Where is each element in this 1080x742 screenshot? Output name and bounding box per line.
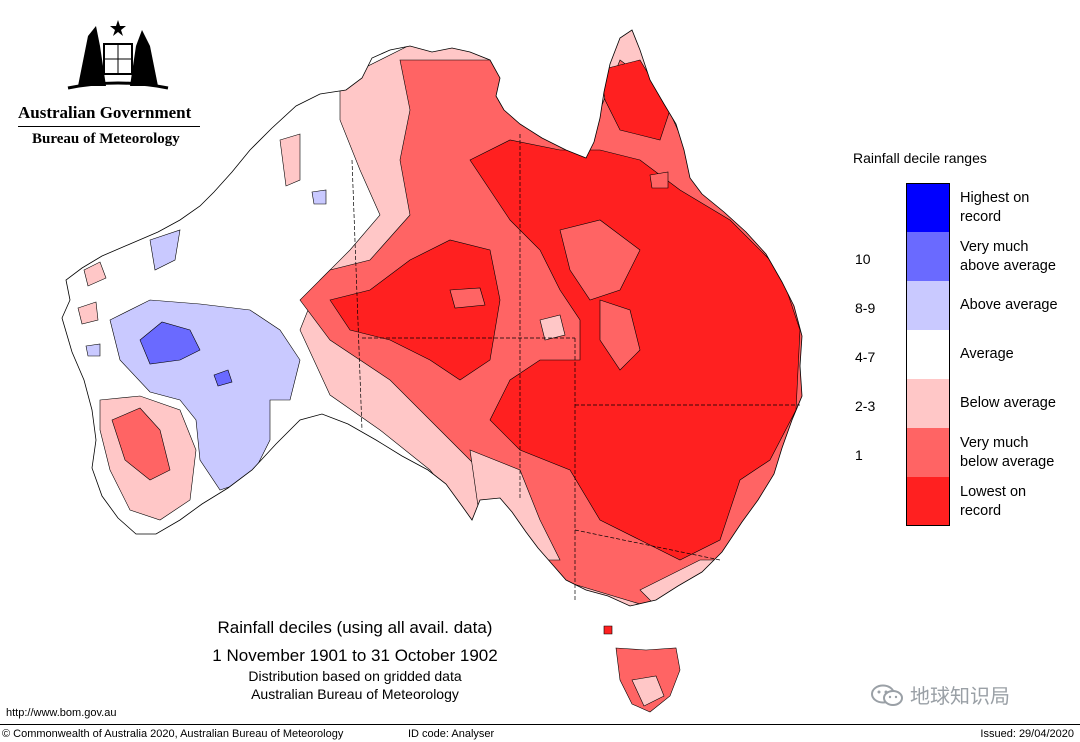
legend-label-line: Very much [960,434,1029,451]
legend-label-line: above average [960,257,1056,274]
legend-label: Above average [960,296,1080,315]
decile-label: 4-7 [855,349,876,365]
legend-swatch [906,477,950,526]
logo-divider [18,126,200,127]
legend-label: Highest on record [960,189,1080,227]
legend-swatch [906,428,950,477]
caption-source: Australian Bureau of Meteorology [251,686,459,702]
legend-label-line: Above average [960,297,1058,313]
website-url: http://www.bom.gov.au [6,707,117,719]
legend-item: Below average [906,379,1080,428]
legend-swatch [906,183,950,232]
legend-label-line: Very much [960,238,1029,255]
legend-swatch [906,379,950,428]
legend-label-line: record [960,502,1002,519]
legend-title: Rainfall decile ranges [853,150,987,166]
decile-label: 1 [855,447,863,463]
government-logo: Australian Government Bureau of Meteorol… [18,16,208,148]
legend-label-line: Lowest on [960,483,1027,500]
government-name: Australian Government [18,103,192,122]
caption-period: 1 November 1901 to 31 October 1902 [212,646,498,665]
legend-item: Above average [906,281,1080,330]
legend-label-line: record [960,208,1002,225]
wechat-icon [871,684,903,706]
legend-label: Very much below average [960,434,1080,472]
caption-method: Distribution based on gridded data [248,668,462,684]
decile-label: 8-9 [855,300,876,316]
legend-label: Lowest on record [960,483,1080,521]
legend: Highest on record Very much above average Ab… [906,183,1080,526]
legend-item: Average [906,330,1080,379]
watermark-text: 地球知识局 [910,686,1010,708]
coat-of-arms-icon [67,20,169,90]
legend-swatch [906,281,950,330]
legend-label: Very much above average [960,238,1080,276]
issued-date: Issued: 29/04/2020 [980,728,1074,740]
legend-label-line: below average [960,453,1055,470]
copyright-text: © Commonwealth of Australia 2020, Austra… [2,728,344,740]
legend-swatch [906,330,950,379]
caption-title: Rainfall deciles (using all avail. data) [217,618,493,637]
legend-item: Lowest on record [906,477,1080,526]
watermark: 地球知识局 [870,680,1010,709]
legend-label-line: Highest on [960,189,1030,206]
legend-swatch [906,232,950,281]
decile-label: 2-3 [855,398,876,414]
bureau-name: Bureau of Meteorology [32,131,180,147]
id-code: ID code: Analyser [408,728,495,740]
legend-label-line: Below average [960,395,1056,411]
legend-item: Highest on record [906,183,1080,232]
legend-item: Very much below average [906,428,1080,477]
footer-bar: © Commonwealth of Australia 2020, Austra… [0,724,1080,742]
legend-item: Very much above average [906,232,1080,281]
legend-label-line: Average [960,346,1014,362]
legend-label: Average [960,345,1080,364]
decile-label: 10 [855,251,871,267]
legend-label: Below average [960,394,1080,413]
map-caption: Rainfall deciles (using all avail. data)… [170,618,540,702]
